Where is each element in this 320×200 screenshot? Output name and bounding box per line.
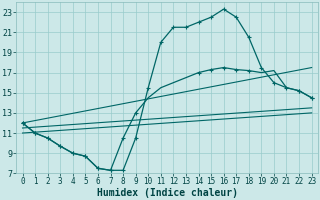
X-axis label: Humidex (Indice chaleur): Humidex (Indice chaleur) — [97, 188, 237, 198]
